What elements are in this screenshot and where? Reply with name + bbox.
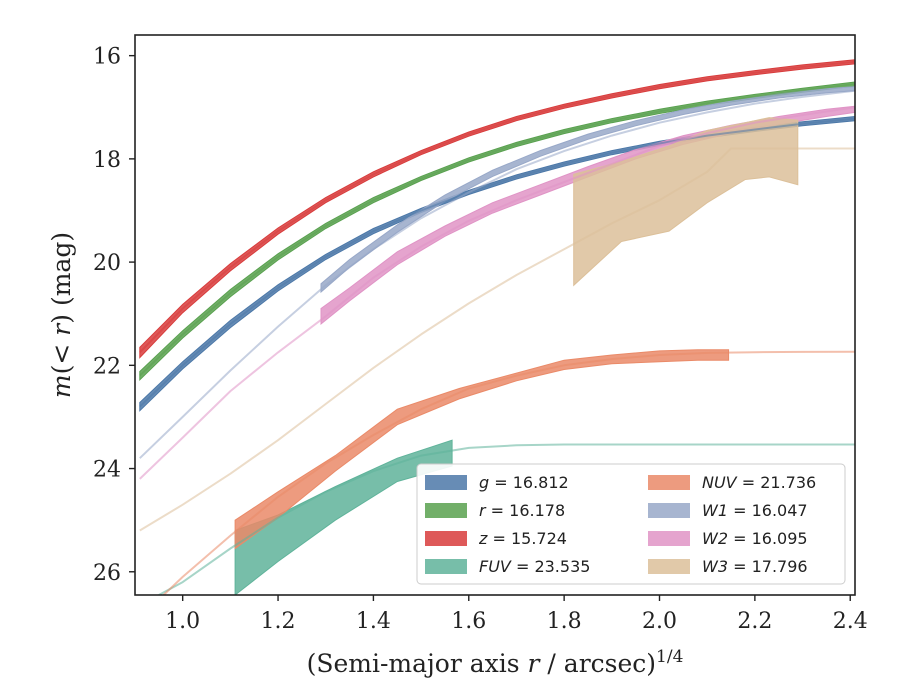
z-model-line: [139, 60, 855, 354]
y-tick-label: 18: [93, 148, 121, 173]
z-band: [139, 59, 855, 359]
g-legend-label: g = 16.812: [479, 473, 569, 492]
y-tick-label: 26: [93, 561, 121, 586]
g-legend-swatch: [425, 475, 467, 490]
nuv-model-line: [162, 350, 855, 595]
y-tick-label: 20: [93, 251, 121, 276]
model-curves: [139, 60, 855, 595]
x-tick-label: 1.8: [547, 609, 582, 634]
fuv-model-line: [158, 443, 855, 595]
w1-model-line: [139, 89, 855, 459]
x-tick-label: 1.0: [165, 609, 200, 634]
x-tick-label: 1.4: [356, 609, 391, 634]
w2-legend-label: W2 = 16.095: [702, 529, 808, 548]
r-model-line: [139, 83, 855, 377]
x-tick-label: 2.0: [642, 609, 677, 634]
w3-legend-swatch: [648, 559, 690, 574]
nuv-band: [234, 349, 730, 550]
y-tick-label: 16: [93, 45, 121, 70]
w1-legend-swatch: [648, 503, 690, 518]
plot-frame: [134, 34, 856, 596]
x-tick-label: 1.2: [261, 609, 296, 634]
x-axis-label: (Semi-major axis r / arcsec)1/4: [307, 647, 684, 678]
y-axis-label: m(< r) (mag): [47, 232, 76, 398]
nuv-legend-label: NUV = 21.736: [702, 473, 816, 492]
w3-band: [573, 117, 799, 287]
fuv-legend-swatch: [425, 559, 467, 574]
r-band: [139, 81, 855, 381]
y-tick-label: 22: [93, 354, 121, 379]
z-legend-swatch: [425, 531, 467, 546]
g-model-line: [139, 117, 855, 408]
w2-model-line: [139, 106, 855, 480]
w1-legend-label: W1 = 16.047: [702, 501, 808, 520]
g-band: [139, 115, 855, 412]
x-tick-label: 1.6: [451, 609, 486, 634]
x-tick-label: 2.4: [833, 609, 868, 634]
axis-ticks: 1.0 1.2 1.4 1.6 1.8 2.0 2.2 2.4 16 18 20 22 24 26: [93, 45, 868, 634]
x-tick-label: 2.2: [737, 609, 772, 634]
r-legend-label: r = 16.178: [479, 501, 565, 520]
z-legend-label: z = 15.724: [478, 529, 567, 548]
w2-legend-swatch: [648, 531, 690, 546]
w3-model-line: [139, 147, 855, 532]
w3-legend-label: W3 = 17.796: [702, 557, 808, 576]
nuv-legend-swatch: [648, 475, 690, 490]
w1-band: [320, 86, 855, 294]
legend-box: [416, 463, 846, 585]
uncertainty-bands: [139, 59, 855, 595]
r-legend-swatch: [425, 503, 467, 518]
fuv-legend-label: FUV = 23.535: [479, 557, 590, 576]
w2-band: [320, 105, 855, 326]
y-tick-label: 24: [93, 458, 121, 483]
legend: g = 16.812 r = 16.178 z = 15.724 FUV = 23.5…: [416, 463, 846, 585]
